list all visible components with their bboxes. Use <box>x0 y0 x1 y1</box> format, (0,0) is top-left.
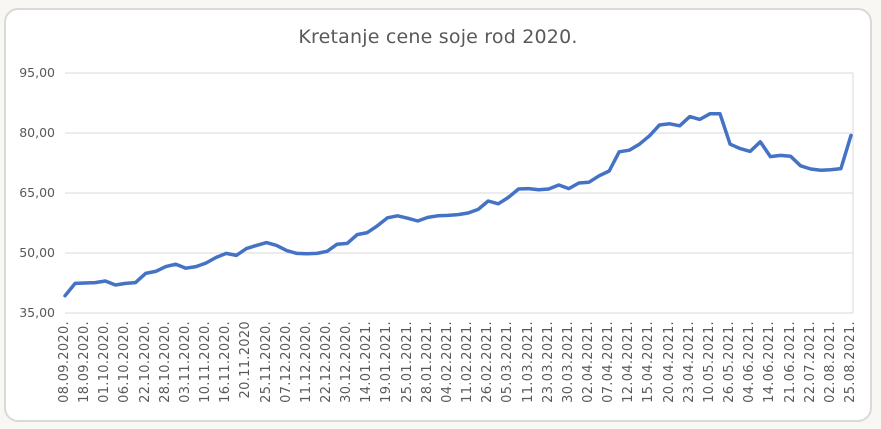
x-axis-tick-label: 01.10.2020. <box>97 321 113 403</box>
x-axis-tick-label: 23.03.2021. <box>540 321 556 403</box>
y-axis-tick-label: 35,00 <box>19 305 55 320</box>
x-axis-tick-label: 28.10.2020. <box>157 321 173 403</box>
y-axis-tick-label: 80,00 <box>19 125 55 140</box>
x-axis-tick-label: 30.03.2021. <box>560 321 576 403</box>
x-axis-tick-label: 20.11.2020 <box>238 321 254 399</box>
x-axis-tick-label: 25.01.2021. <box>399 321 415 403</box>
x-axis-tick-label: 10.05.2021. <box>701 321 717 403</box>
x-axis-tick-label: 04.02.2021. <box>439 321 455 403</box>
x-axis-tick-label: 15.04.2021. <box>641 321 657 403</box>
x-axis-tick-label: 08.09.2020. <box>57 321 72 403</box>
x-axis-tick-label: 22.12.2020. <box>319 321 334 403</box>
x-axis-tick-label: 30.12.2020. <box>339 321 355 403</box>
y-axis-tick-label: 50,00 <box>19 245 55 260</box>
x-axis-tick-label: 18.09.2020. <box>77 321 93 403</box>
x-axis-tick-label: 25.11.2020. <box>258 321 274 403</box>
x-axis-tick-label: 28.01.2021. <box>419 321 435 403</box>
x-axis-tick-label: 03.11.2020. <box>177 321 193 403</box>
x-axis-tick-label: 11.12.2020. <box>298 321 314 403</box>
x-axis-tick-label: 26.05.2021. <box>722 321 738 403</box>
x-axis-tick-label: 02.08.2021. <box>822 321 838 403</box>
x-axis-tick-label: 20.04.2021. <box>661 321 677 403</box>
y-axis-tick-label: 95,00 <box>19 65 55 80</box>
x-axis-tick-label: 07.12.2020. <box>278 321 294 403</box>
chart-title: Kretanje cene soje rod 2020. <box>298 26 578 48</box>
x-axis-tick-label: 26.02.2021. <box>480 321 496 403</box>
x-axis-tick-label: 23.04.2021. <box>681 321 697 403</box>
x-axis-tick-label: 11.02.2021. <box>460 321 476 403</box>
x-axis-tick-label: 25.08.2021. <box>843 321 858 403</box>
x-axis-tick-label: 06.10.2020. <box>117 321 133 403</box>
x-axis-tick-label: 21.06.2021. <box>782 321 798 403</box>
price-line-series <box>63 112 853 298</box>
x-axis-tick-label: 11.03.2021. <box>520 321 536 403</box>
x-axis-tick-label: 10.11.2020. <box>198 321 214 403</box>
x-axis-tick-label: 04.06.2021. <box>742 321 758 403</box>
x-axis-tick-label: 02.04.2021. <box>581 321 596 403</box>
x-axis-tick-label: 19.01.2021. <box>379 321 395 403</box>
x-axis-tick-label: 14.01.2021. <box>359 321 375 403</box>
y-axis-tick-label: 65,00 <box>19 185 55 200</box>
x-axis-tick-label: 14.06.2021. <box>762 321 778 403</box>
x-axis-tick-label: 05.03.2021. <box>500 321 516 403</box>
x-axis-tick-label: 07.04.2021. <box>601 321 617 403</box>
x-axis-tick-label: 22.07.2021. <box>802 321 818 403</box>
x-axis-tick-label: 12.04.2021. <box>621 321 637 403</box>
x-axis-tick-label: 16.11.2020. <box>218 321 234 403</box>
x-axis-tick-label: 22.10.2020. <box>137 321 153 403</box>
